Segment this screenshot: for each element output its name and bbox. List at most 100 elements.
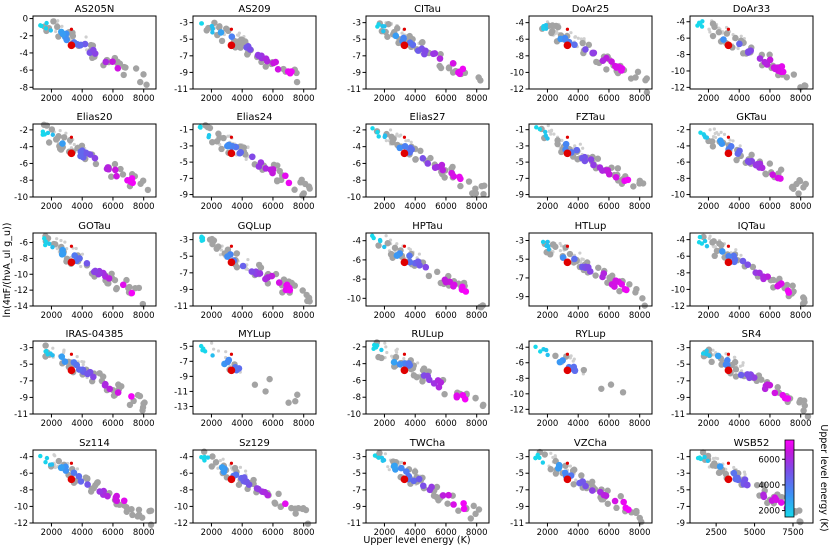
x-tick-label: 6000 bbox=[598, 528, 620, 538]
y-tick-label: -9 bbox=[516, 191, 524, 201]
minor-point bbox=[72, 142, 76, 147]
gray-point bbox=[711, 460, 718, 467]
gray-point bbox=[643, 89, 651, 96]
minor-point bbox=[576, 36, 580, 40]
red-small-point bbox=[402, 244, 407, 248]
panel-title: SR4 bbox=[742, 329, 762, 340]
colored-point bbox=[436, 55, 444, 62]
panel-title: Sz114 bbox=[79, 438, 110, 449]
y-tick-label: -6 bbox=[516, 35, 524, 45]
gray-point bbox=[766, 160, 774, 167]
panel-title: VZCha bbox=[574, 438, 607, 449]
colored-point bbox=[538, 349, 543, 354]
minor-point bbox=[569, 31, 573, 35]
x-tick-label: 2000 bbox=[698, 311, 720, 321]
y-tick-label: -11 bbox=[174, 85, 188, 95]
gray-point bbox=[732, 366, 740, 373]
colored-point bbox=[262, 275, 269, 283]
data-points bbox=[198, 341, 301, 406]
minor-point bbox=[53, 454, 57, 458]
gray-point bbox=[140, 71, 147, 78]
y-tick-label: -6 bbox=[180, 469, 188, 479]
colored-point bbox=[48, 28, 54, 33]
panel-htlup: HTLup 2000 4000 6000 8000 -3 -5 -7 -9 bbox=[516, 221, 653, 321]
y-tick-label: -5 bbox=[180, 342, 188, 352]
minor-point bbox=[731, 139, 735, 143]
colored-point bbox=[390, 358, 398, 366]
gray-point bbox=[709, 143, 717, 150]
minor-point bbox=[715, 130, 719, 135]
gray-point bbox=[57, 145, 65, 153]
colored-point bbox=[128, 289, 136, 297]
y-tick-label: -6 bbox=[353, 256, 361, 266]
minor-point bbox=[741, 361, 745, 365]
colored-point bbox=[111, 166, 119, 174]
gray-point bbox=[411, 468, 419, 475]
colored-point bbox=[104, 492, 111, 500]
minor-point bbox=[397, 134, 401, 138]
colored-point bbox=[422, 47, 429, 55]
data-points bbox=[197, 122, 313, 199]
data-points bbox=[199, 19, 301, 86]
colorbar-tick-label: 4000 bbox=[758, 481, 780, 491]
colored-point bbox=[535, 452, 540, 458]
minor-point bbox=[55, 237, 59, 241]
colored-point bbox=[612, 173, 620, 181]
gray-point bbox=[566, 250, 574, 258]
gray-point bbox=[433, 268, 441, 276]
gray-point bbox=[43, 122, 51, 129]
gray-point bbox=[749, 263, 757, 271]
colored-point bbox=[274, 66, 282, 73]
colored-point bbox=[753, 160, 761, 168]
gray-point bbox=[42, 342, 49, 349]
gray-point bbox=[388, 250, 395, 258]
gray-point bbox=[392, 353, 400, 361]
minor-point bbox=[417, 252, 421, 256]
colored-point bbox=[210, 30, 215, 35]
minor-point bbox=[708, 30, 712, 34]
gray-point bbox=[48, 126, 56, 133]
colorbar-gradient bbox=[784, 439, 795, 518]
y-tick-label: -5 bbox=[677, 360, 685, 370]
colored-point bbox=[744, 261, 752, 268]
gray-point bbox=[799, 300, 807, 307]
x-tick-label: 8000 bbox=[629, 311, 651, 321]
red-small-point bbox=[565, 461, 570, 465]
x-tick-label: 8000 bbox=[133, 528, 155, 538]
minor-point bbox=[219, 248, 223, 252]
minor-point bbox=[409, 140, 413, 144]
axes-frame bbox=[32, 232, 157, 307]
y-tick-label: -6 bbox=[20, 66, 28, 76]
x-tick-label: 4000 bbox=[231, 419, 253, 429]
red-point bbox=[67, 41, 76, 50]
x-tick-label: 4000 bbox=[567, 94, 589, 104]
gray-point bbox=[128, 506, 135, 513]
x-tick-label: 8000 bbox=[466, 311, 488, 321]
colored-point bbox=[44, 20, 49, 26]
gray-point bbox=[50, 18, 57, 25]
data-points bbox=[38, 18, 150, 88]
y-tick-label: -13 bbox=[174, 402, 188, 412]
x-tick-label: 2000 bbox=[537, 419, 559, 429]
colored-point bbox=[91, 267, 99, 275]
panel-title: FZTau bbox=[576, 112, 606, 123]
axes-frame bbox=[689, 449, 814, 524]
minor-point bbox=[733, 355, 737, 359]
gray-point bbox=[636, 177, 644, 184]
minor-point bbox=[579, 37, 583, 41]
colored-point bbox=[91, 154, 99, 162]
minor-point bbox=[739, 369, 744, 373]
red-small-point bbox=[726, 27, 731, 31]
colored-point bbox=[779, 68, 787, 76]
minor-point bbox=[383, 341, 387, 345]
y-tick-label: -6 bbox=[677, 158, 685, 168]
colored-point bbox=[613, 64, 620, 71]
x-tick-label: 6000 bbox=[102, 94, 124, 104]
gray-point bbox=[549, 28, 556, 35]
gray-point bbox=[233, 250, 240, 257]
gray-point bbox=[306, 185, 313, 192]
minor-point bbox=[218, 458, 222, 463]
y-tick-label: -8 bbox=[677, 174, 685, 184]
y-tick-label: -12 bbox=[510, 405, 524, 415]
colored-point bbox=[415, 475, 423, 483]
